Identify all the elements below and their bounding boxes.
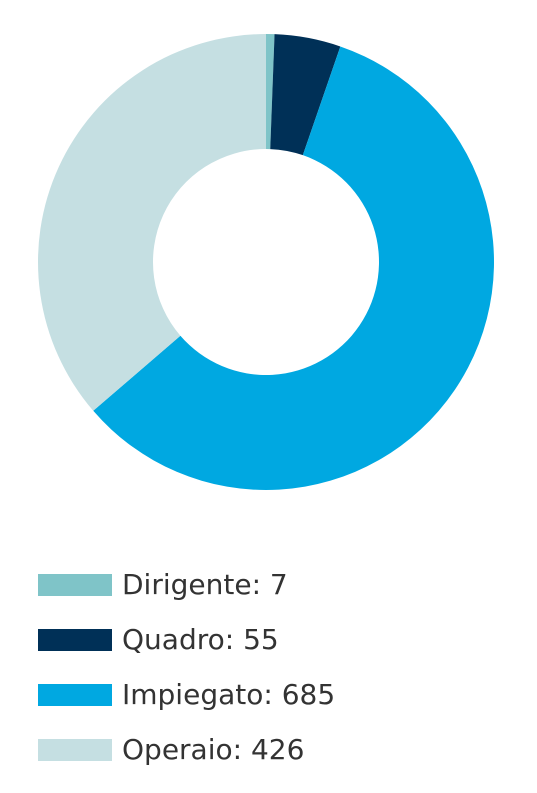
- donut-slice: [266, 34, 275, 150]
- legend-swatch: [38, 574, 112, 596]
- donut-slice: [270, 34, 341, 156]
- donut-slice: [93, 46, 494, 490]
- legend-swatch: [38, 739, 112, 761]
- legend-label: Operaio: 426: [122, 733, 304, 766]
- legend-swatch: [38, 684, 112, 706]
- legend-label: Quadro: 55: [122, 623, 279, 656]
- donut-slice: [37, 34, 266, 411]
- legend-swatch: [38, 629, 112, 651]
- legend-label: Dirigente: 7: [122, 568, 288, 601]
- legend-label: Impiegato: 685: [122, 678, 335, 711]
